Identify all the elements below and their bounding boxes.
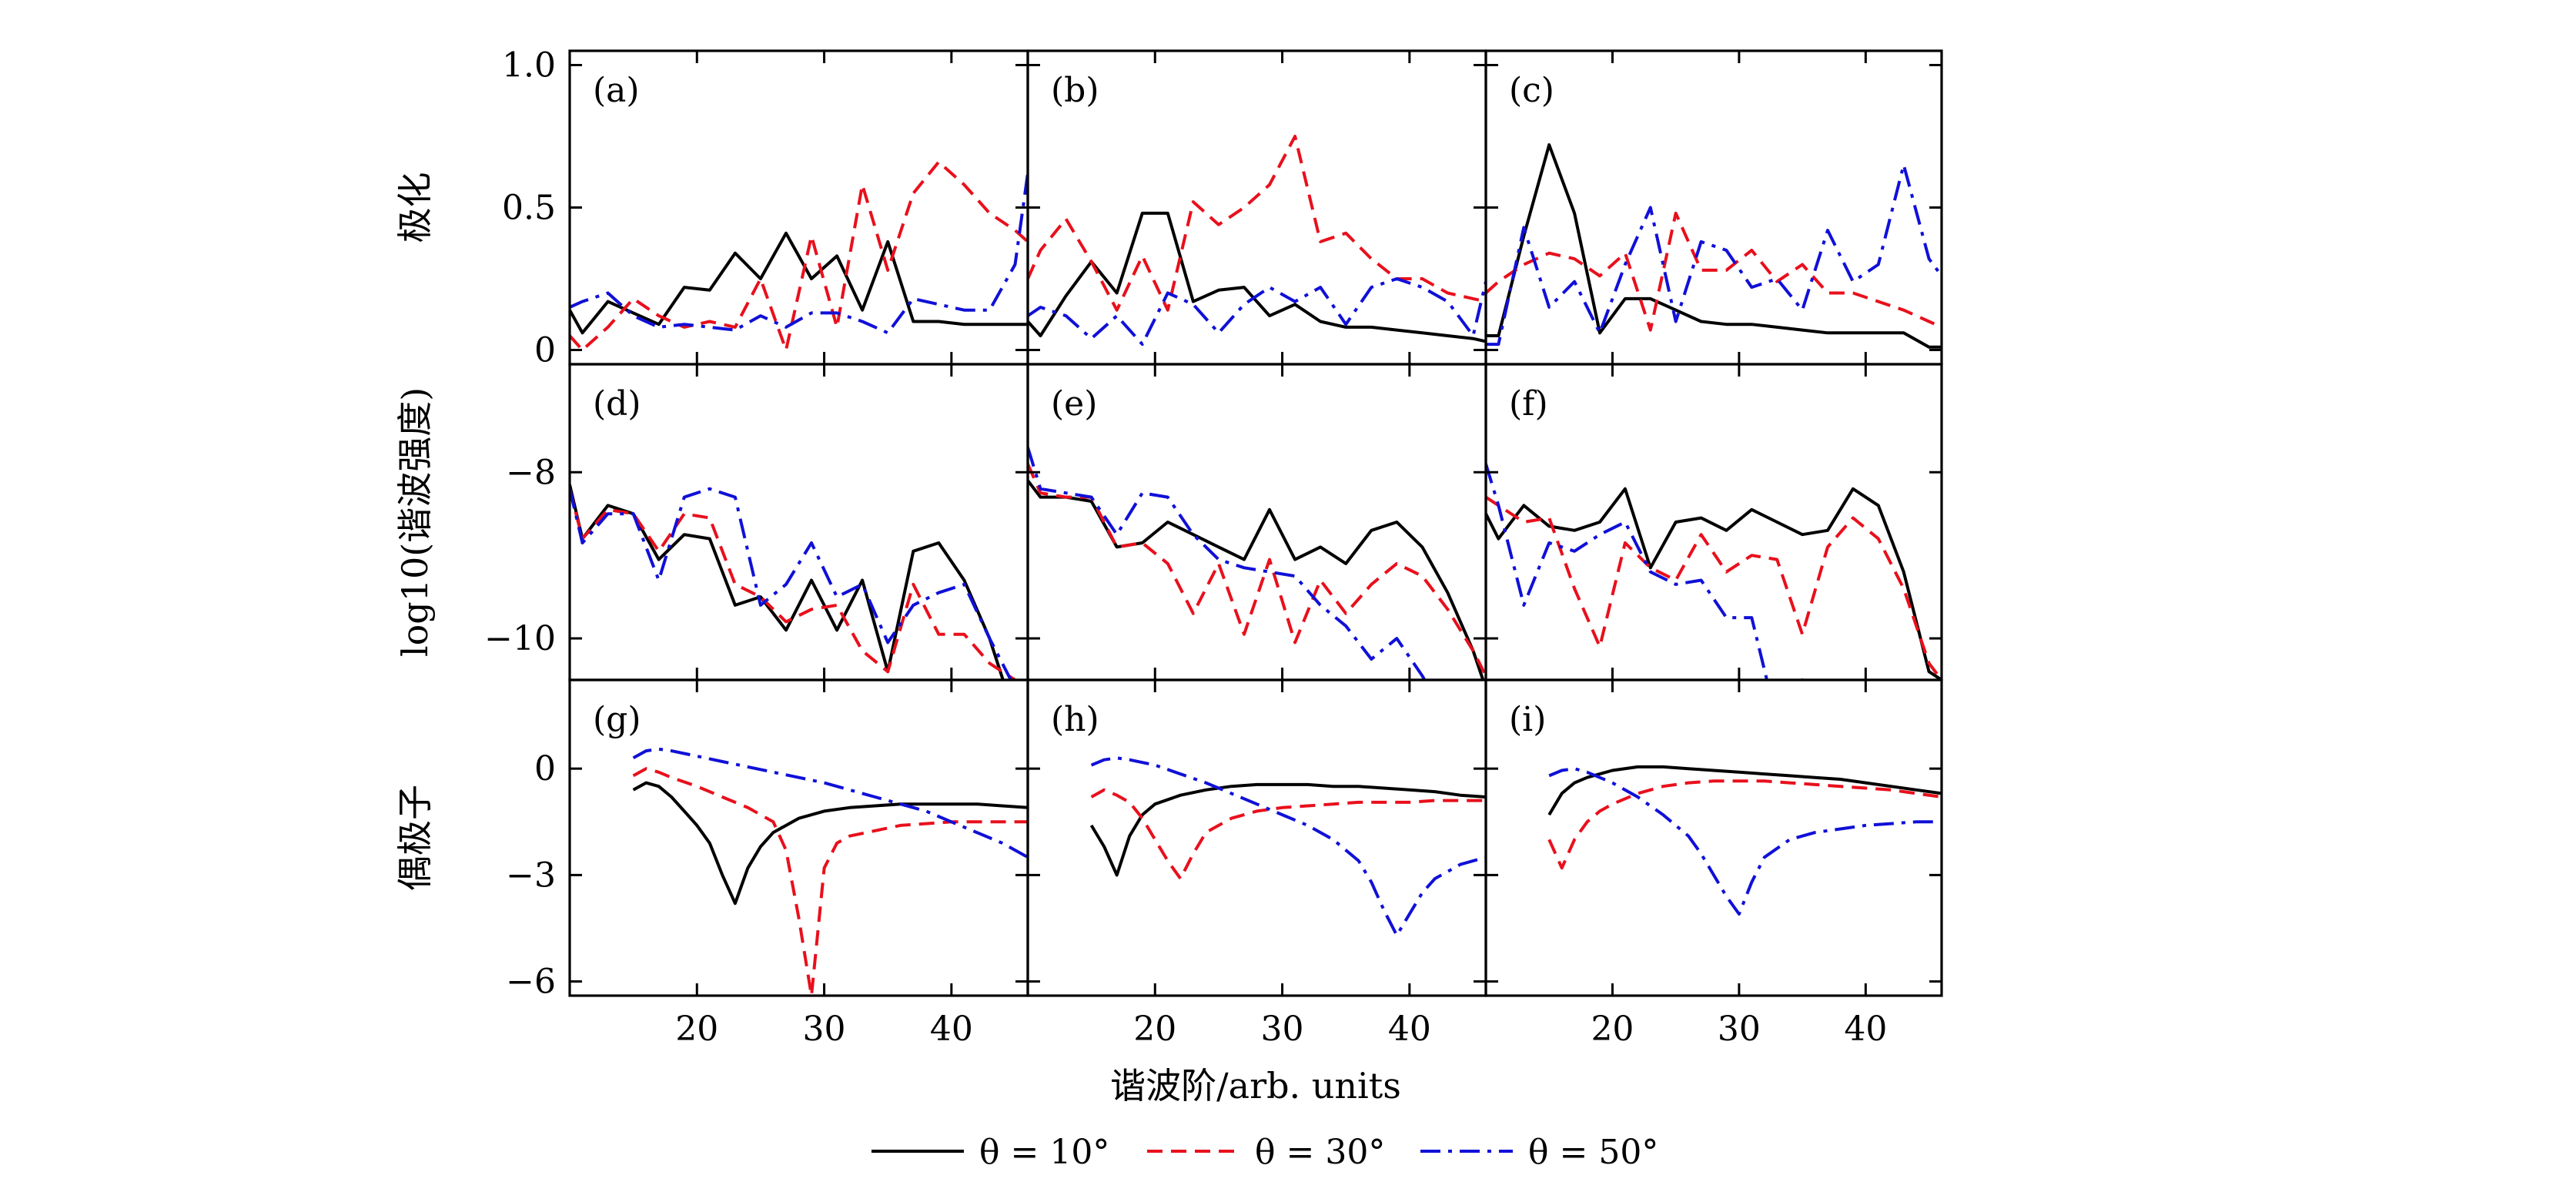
series-group xyxy=(1089,756,1486,937)
series-line-dashdot xyxy=(1028,277,1486,347)
series-line-solid xyxy=(1486,487,1942,680)
series-line-dashdot xyxy=(1090,756,1486,937)
series-line-solid xyxy=(1486,143,1942,349)
x-tick-label: 40 xyxy=(1388,1010,1431,1049)
panel-label: (g) xyxy=(593,700,641,739)
panel-e: (e) xyxy=(1026,363,1487,681)
x-tick-label: 30 xyxy=(1718,1010,1761,1049)
x-tick-label: 20 xyxy=(675,1010,718,1049)
panel-b: (b) xyxy=(1026,49,1487,366)
series-group xyxy=(570,484,1019,680)
row-label-2: log10(谐波强度) xyxy=(394,387,436,657)
series-line-dashed xyxy=(1028,135,1486,312)
y-tick-label: −10 xyxy=(484,619,556,658)
panel-h: (h) 20 30 40 xyxy=(1026,678,1487,1049)
series-line-dashed xyxy=(570,160,1028,352)
panel-label: (f) xyxy=(1509,384,1548,424)
x-tick-label: 20 xyxy=(1133,1010,1176,1049)
x-tick-label: 20 xyxy=(1591,1010,1634,1049)
y-tick-label: 0 xyxy=(534,749,556,789)
series-line-dashed xyxy=(632,767,1028,996)
y-tick-label: 1.0 xyxy=(502,46,556,85)
series-group xyxy=(1028,135,1486,347)
panel-f: (f) xyxy=(1484,363,1943,681)
series-line-dashed xyxy=(570,488,1019,680)
x-tick-label: 40 xyxy=(930,1010,973,1049)
series-group xyxy=(1486,143,1942,349)
panel-label: (d) xyxy=(593,384,641,424)
legend: θ = 10° θ = 30° θ = 50° xyxy=(871,1133,1658,1172)
panel-i: (i) 20 30 40 xyxy=(1484,678,1943,1049)
legend-label: θ = 50° xyxy=(1528,1133,1658,1172)
series-line-dashdot xyxy=(1486,163,1942,347)
series-line-dashdot xyxy=(1548,767,1942,916)
x-tick-label: 40 xyxy=(1844,1010,1887,1049)
series-group xyxy=(1028,447,1486,680)
series-line-dashdot xyxy=(570,172,1028,335)
panel-label: (i) xyxy=(1509,700,1546,739)
series-line-dashdot xyxy=(570,487,1013,680)
series-line-dashed xyxy=(1090,788,1486,880)
series-line-solid xyxy=(632,781,1028,906)
y-tick-label: 0.5 xyxy=(502,189,556,228)
x-tick-label: 30 xyxy=(803,1010,846,1049)
series-line-solid xyxy=(1028,211,1486,343)
panel-g: (g) 0 −3 −6 20 30 40 xyxy=(506,678,1029,1049)
series-group xyxy=(570,160,1028,352)
panel-d: (d) −8 −10 xyxy=(484,363,1029,681)
y-tick-label: −3 xyxy=(506,856,556,895)
panel-label: (h) xyxy=(1051,700,1099,739)
panel-label: (e) xyxy=(1051,384,1097,424)
series-group xyxy=(632,747,1028,996)
y-tick-label: −8 xyxy=(506,453,556,492)
series-group xyxy=(1486,463,1942,680)
series-line-solid xyxy=(1089,782,1486,877)
series-line-dashed xyxy=(1547,779,1942,870)
x-axis-title: 谐波阶/arb. units xyxy=(1110,1065,1401,1107)
x-tick-label: 30 xyxy=(1261,1010,1304,1049)
panel-c: (c) xyxy=(1484,49,1943,366)
series-line-dashed xyxy=(1486,495,1942,680)
legend-label: θ = 10° xyxy=(979,1133,1109,1172)
series-line-solid xyxy=(1028,479,1485,680)
panel-label: (a) xyxy=(593,71,640,110)
y-tick-label: −6 xyxy=(506,963,556,1002)
panel-label: (c) xyxy=(1509,71,1554,110)
series-line-solid xyxy=(570,231,1028,335)
y-tick-label: 0 xyxy=(534,331,556,370)
legend-label: θ = 30° xyxy=(1255,1133,1385,1172)
panel-frame xyxy=(1484,678,1943,997)
row-label-3: 偶极子 xyxy=(394,785,436,891)
series-line-dashed xyxy=(1028,463,1486,677)
series-line-dashdot xyxy=(1028,447,1427,680)
series-line-solid xyxy=(1547,765,1942,816)
row-label-1: 极化 xyxy=(394,172,436,243)
series-line-dashed xyxy=(1486,211,1942,332)
series-group xyxy=(1547,765,1942,916)
panel-frame xyxy=(1484,363,1943,681)
panel-a: (a) 0 0.5 1.0 xyxy=(502,46,1029,370)
panel-label: (b) xyxy=(1051,71,1099,110)
